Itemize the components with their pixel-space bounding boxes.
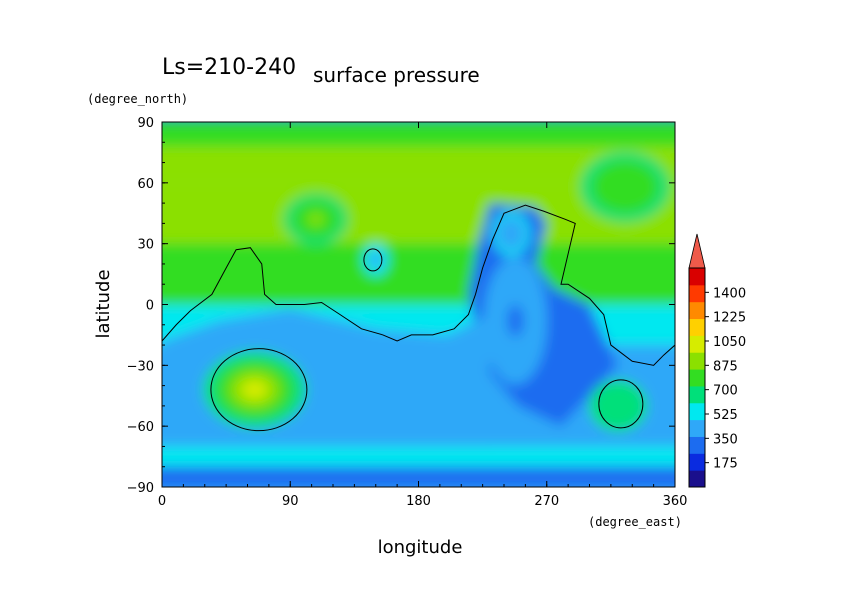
colorbar-frame [688,267,706,488]
colorbar-tick-label: 1050 [713,335,746,350]
colorbar-segment [689,284,705,303]
colorbar-segment [689,352,705,370]
x-axis-units: (degree_east) [588,515,682,529]
colorbar-segment [689,301,705,320]
colorbar-segment [689,402,705,421]
y-axis-units: (degree_north) [87,92,188,106]
colorbar-tick-label: 525 [713,408,738,423]
y-tick-label: 0 [146,299,154,314]
colorbar-tick-label: 350 [713,432,738,447]
feature-contour-fill [507,304,524,337]
colorbar-tick-label: 1400 [713,286,746,301]
colorbar-segment [689,453,705,471]
feature-contour-fill [613,178,637,196]
feature-contour-fill [506,227,516,240]
colorbar-segment [689,470,705,488]
chart-title: surface pressure [313,63,480,87]
colorbar-segment [689,419,705,437]
pressure-field [162,122,675,487]
contour-ring [210,348,308,432]
colorbar-segment [689,268,705,286]
x-tick-label: 270 [534,494,559,509]
colorbar-tick-label: 1225 [713,311,746,326]
colorbar-tick-label: 875 [713,359,738,374]
x-axis-label: longitude [378,537,463,558]
colorbar-segment [689,335,705,353]
feature-contour-fill [241,380,268,400]
southern-high-east [589,380,647,432]
contour-ring [363,248,383,272]
chart-subtitle: Ls=210-240 [162,55,296,80]
y-tick-label: 60 [137,177,154,192]
feature-contour-fill [307,212,324,226]
colorbar-segment [689,385,705,404]
colorbar-segment [689,369,705,387]
northern-high-west [283,193,348,245]
northern-high-east [580,151,670,223]
colorbar-segment [689,436,705,454]
field-band [162,243,675,305]
basin-minimum [483,256,548,385]
colorbar-extend-arrow [688,233,706,269]
feature-contour-fill [610,399,626,413]
x-tick-label: 0 [158,494,166,509]
colorbar: 175 350 525 700 875 1050 1225 1400 [688,233,746,488]
hellas-high [203,351,306,429]
colorbar-segment [689,318,705,336]
basin-secondary-low [491,211,531,256]
local-low [362,243,389,276]
y-tick-label: −60 [127,420,154,435]
field-band [162,446,675,467]
y-tick-label: −90 [127,481,154,496]
y-tick-label: 90 [137,116,154,131]
x-tick-label: 90 [282,494,299,509]
y-axis-label: latitude [93,269,114,338]
x-tick-label: 360 [663,494,688,509]
contour-line [162,204,675,366]
y-tick-label: −30 [127,359,154,374]
y-tick-label: 30 [137,238,154,253]
x-tick-label: 180 [406,494,431,509]
feature-contour-fill [372,255,379,264]
colorbar-tick-label: 175 [713,457,738,472]
contour-ring [598,379,644,429]
colorbar-tick-label: 700 [713,384,738,399]
